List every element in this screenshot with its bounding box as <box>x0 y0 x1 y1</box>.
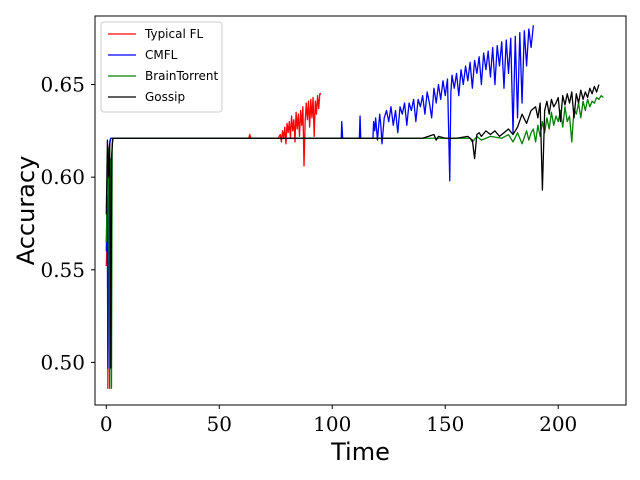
x-tick-label: 100 <box>313 412 351 436</box>
x-tick-label: 150 <box>426 412 464 436</box>
legend-box <box>100 21 223 113</box>
legend-label: CMFL <box>145 48 178 62</box>
legend-label: BrainTorrent <box>145 69 218 83</box>
y-tick-label: 0.55 <box>40 258 85 282</box>
legend: Typical FL CMFL BrainTorrent Gossip <box>100 21 223 113</box>
legend-label: Gossip <box>145 90 185 104</box>
y-axis-ticks: 0.50 0.55 0.60 0.65 <box>40 73 95 374</box>
x-tick-label: 200 <box>539 412 577 436</box>
x-tick-label: 50 <box>207 412 232 436</box>
series-layer <box>105 25 604 389</box>
x-axis-title: Time <box>330 438 390 466</box>
legend-label: Typical FL <box>144 27 204 41</box>
y-tick-label: 0.65 <box>40 73 85 97</box>
plot-frame <box>94 15 627 406</box>
x-tick-label: 0 <box>100 412 113 436</box>
series-line-gossip <box>105 84 600 369</box>
x-axis-ticks: 0 50 100 150 200 <box>100 405 577 436</box>
y-tick-label: 0.60 <box>40 165 85 189</box>
y-axis-title: Accuracy <box>12 156 40 266</box>
y-tick-label: 0.50 <box>40 350 85 374</box>
